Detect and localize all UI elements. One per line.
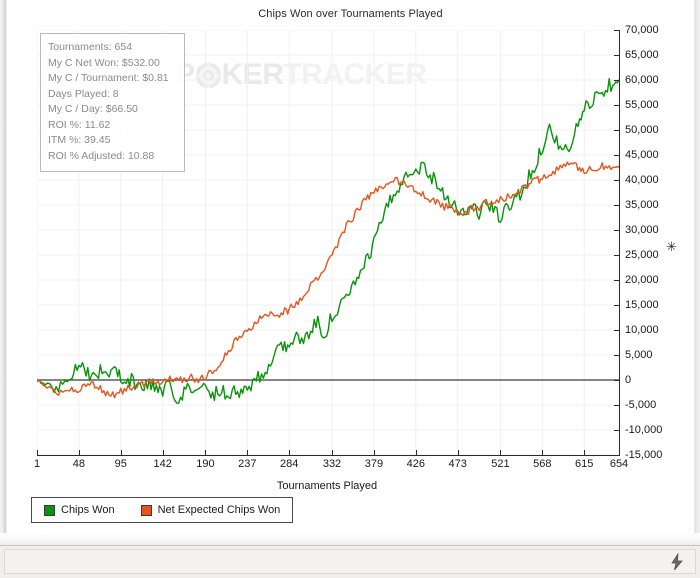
- y-axis-tick: [614, 355, 619, 356]
- y-axis-tick-label: -15,000: [625, 449, 663, 461]
- stat-row: My C / Day: $66.50: [48, 103, 138, 115]
- chart-title: Chips Won over Tournaments Played: [258, 8, 443, 20]
- y-axis-tick-label: 10,000: [625, 324, 659, 336]
- x-axis-tick-label: 568: [533, 458, 552, 470]
- legend-item-net-expected-chips-won[interactable]: Net Expected Chips Won: [140, 504, 281, 516]
- x-axis-tick: [542, 450, 544, 455]
- stat-row: Days Played: 8: [48, 87, 119, 100]
- legend-item-chips-won[interactable]: Chips Won: [44, 504, 115, 516]
- y-axis-tick: [614, 155, 619, 156]
- y-axis-line: [619, 30, 620, 455]
- x-axis-tick: [619, 450, 620, 455]
- y-axis-tick-label: 25,000: [625, 249, 659, 261]
- y-axis-tick-label: 5,000: [625, 349, 653, 361]
- y-axis-tick-label: 35,000: [625, 199, 659, 211]
- x-axis-tick: [247, 450, 249, 455]
- x-axis-tick-label: 237: [238, 458, 257, 470]
- y-axis-tick-label: 55,000: [625, 99, 659, 111]
- stat-row: ROI %: 11.62: [48, 118, 111, 131]
- cursor-marker-icon: ✳: [666, 239, 677, 254]
- x-axis-tick: [332, 450, 333, 455]
- window-bottom-shadow: [0, 533, 700, 545]
- y-axis-tick: [614, 455, 619, 456]
- x-axis-tick-label: 95: [114, 458, 127, 470]
- y-axis-tick-label: 70,000: [625, 24, 659, 36]
- y-axis-tick: [614, 330, 619, 331]
- window-left-border: [0, 0, 7, 545]
- x-axis-tick: [584, 450, 586, 455]
- x-axis-tick-label: 615: [575, 458, 594, 470]
- stat-row: ROI % Adjusted: 10.88: [48, 149, 155, 162]
- x-axis-tick: [500, 450, 502, 455]
- plot-area: [37, 30, 619, 455]
- y-axis-tick: [614, 105, 619, 106]
- x-axis-tick: [289, 450, 291, 455]
- x-axis-line: [37, 455, 620, 456]
- x-axis-title: Tournaments Played: [276, 480, 378, 492]
- x-axis-tick: [120, 450, 122, 455]
- stat-row: My C Net Won: $532.00: [48, 56, 160, 69]
- y-axis-tick: [614, 55, 619, 56]
- status-bar-inner: [4, 549, 696, 574]
- window-right-border: [694, 0, 700, 545]
- y-axis-tick: [614, 205, 619, 206]
- x-axis-tick-label: 654: [609, 458, 629, 470]
- y-axis-tick: [614, 305, 619, 306]
- x-axis-tick: [415, 450, 417, 455]
- x-axis-tick-label: 48: [72, 458, 85, 470]
- x-axis-tick: [37, 450, 38, 455]
- y-axis-tick: [614, 80, 619, 81]
- legend-swatch-green: [44, 504, 55, 516]
- legend-label: Net Expected Chips Won: [157, 504, 281, 516]
- y-axis-tick-label: 15,000: [625, 299, 659, 311]
- stat-row: My C / Tournament: $0.81: [48, 72, 169, 84]
- x-axis-tick: [373, 450, 375, 455]
- y-axis-tick-label: 65,000: [625, 49, 659, 61]
- legend-swatch-orange: [140, 504, 152, 516]
- x-axis-tick: [162, 450, 164, 455]
- y-axis-tick: [614, 430, 619, 431]
- y-axis-tick-label: -10,000: [625, 424, 663, 436]
- x-axis-tick-label: 473: [448, 458, 467, 470]
- y-axis-tick: [614, 380, 619, 381]
- y-axis-tick-label: 20,000: [625, 274, 659, 286]
- lightning-bolt-icon[interactable]: [668, 552, 686, 571]
- x-axis-tick: [457, 450, 459, 455]
- y-axis-tick: [614, 180, 619, 181]
- x-axis-tick: [205, 450, 207, 455]
- y-axis-tick: [614, 280, 619, 281]
- y-axis-tick: [614, 130, 619, 131]
- chart-legend: Chips Won Net Expected Chips Won: [31, 497, 294, 523]
- chart-canvas: [37, 30, 619, 455]
- x-axis-tick-label: 284: [280, 458, 299, 470]
- y-axis-tick-label: 30,000: [625, 224, 659, 236]
- x-axis-tick: [78, 450, 80, 455]
- y-axis-tick-label: 60,000: [625, 74, 659, 86]
- y-axis-tick-label: 0: [625, 374, 632, 386]
- stat-row: Tournaments: 654: [48, 41, 133, 53]
- x-axis-tick-label: 426: [406, 458, 425, 470]
- status-bar: [0, 545, 700, 578]
- y-axis-tick-label: 50,000: [625, 124, 659, 136]
- series-line-net-expected-chips-won: [37, 161, 619, 399]
- legend-label: Chips Won: [61, 504, 115, 516]
- statistics-box: Tournaments: 654 My C Net Won: $532.00 M…: [40, 33, 185, 172]
- x-axis-tick-label: 521: [491, 458, 510, 470]
- stat-row: ITM %: 39.45: [48, 134, 111, 146]
- x-axis-tick-label: 332: [322, 458, 342, 470]
- y-axis-tick-label: 40,000: [625, 174, 659, 186]
- y-axis-tick-label: -5,000: [625, 399, 657, 411]
- x-axis-tick-label: 190: [196, 458, 215, 470]
- y-axis-tick-label: 45,000: [625, 149, 659, 161]
- y-axis-tick: [614, 30, 619, 31]
- y-axis-tick: [614, 255, 619, 256]
- y-axis-tick: [614, 230, 619, 231]
- x-axis-tick-label: 1: [33, 458, 41, 470]
- chart-panel: Chips Won over Tournaments Played P KER …: [7, 0, 694, 540]
- x-axis-tick-label: 142: [153, 458, 172, 470]
- y-axis-tick: [614, 405, 619, 406]
- x-axis-tick-label: 379: [364, 458, 384, 470]
